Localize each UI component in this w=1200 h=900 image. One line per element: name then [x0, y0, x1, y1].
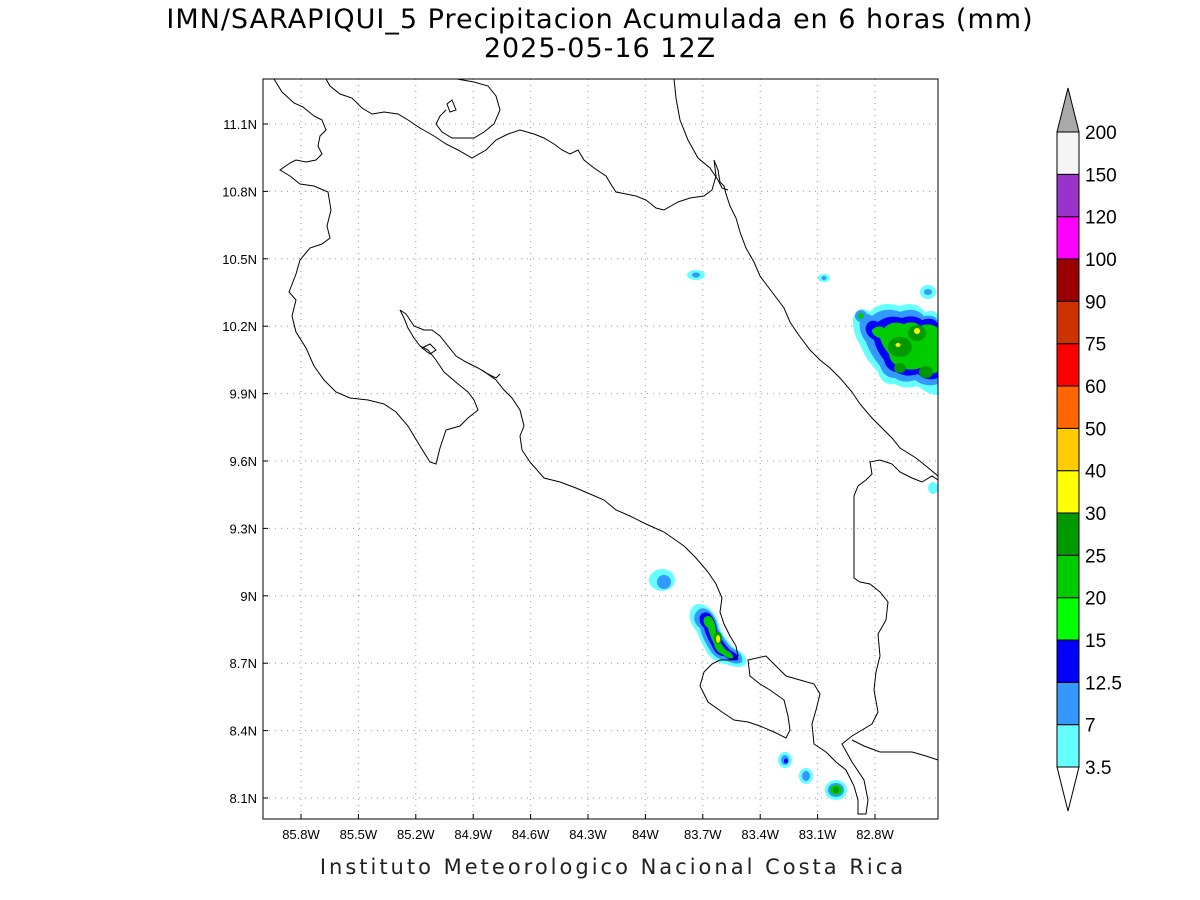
colorbar-label: 3.5 — [1085, 758, 1111, 779]
lon-tick-label: 84.9W — [454, 827, 492, 842]
colorbar-label: 75 — [1085, 335, 1106, 356]
colorbar-swatch — [1056, 597, 1080, 641]
colorbar-label: 12.5 — [1085, 673, 1122, 694]
footer-credit: Instituto Meteorologico Nacional Costa R… — [319, 855, 907, 879]
map-frame — [262, 78, 939, 820]
colorbar-swatch — [1056, 258, 1080, 302]
lon-tick-label: 83.4W — [741, 827, 779, 842]
colorbar-label: 200 — [1085, 123, 1117, 144]
lat-tick-label: 10.2N — [222, 319, 257, 334]
lon-tick-label: 85.5W — [340, 827, 378, 842]
lat-tick-label: 8.1N — [230, 791, 257, 806]
colorbar-swatch — [1056, 681, 1080, 726]
coastline — [273, 78, 939, 815]
colorbar-label: 7 — [1085, 716, 1096, 737]
colorbar-swatch — [1056, 173, 1080, 218]
map-title: IMN/SARAPIQUI_5 Precipitacion Acumulada … — [166, 4, 1034, 35]
lon-tick-label: 84.3W — [569, 827, 607, 842]
lat-tick-label: 11.1N — [223, 117, 257, 132]
lon-tick-label: 85.8W — [282, 827, 320, 842]
lon-tick-label: 85.2W — [397, 827, 435, 842]
colorbar-swatch — [1056, 470, 1080, 514]
longitude-labels: 85.8W 85.5W 85.2W 84.9W 84.6W 84.3W 84W 83.7W 83… — [282, 827, 894, 842]
colorbar-swatch — [1056, 300, 1080, 345]
map-datetime: 2025-05-16 12Z — [483, 33, 717, 64]
lon-tick-label: 83.7W — [684, 827, 722, 842]
colorbar-label: 20 — [1085, 589, 1106, 610]
colorbar-label: 60 — [1085, 377, 1106, 398]
lon-tick-label: 82.8W — [856, 827, 894, 842]
lon-tick-label: 84W — [632, 827, 659, 842]
colorbar-swatch — [1056, 554, 1080, 599]
lat-tick-label: 9.9N — [230, 387, 257, 402]
precip-cluster-southwest — [649, 569, 847, 800]
grid-lines — [263, 79, 938, 819]
lat-tick-label: 9.3N — [230, 521, 257, 536]
colorbar-label: 30 — [1085, 504, 1106, 525]
colorbar-swatch — [1056, 724, 1080, 768]
colorbar-label: 90 — [1085, 292, 1106, 313]
precip-areas — [649, 270, 938, 800]
lat-tick-label: 8.7N — [230, 656, 257, 671]
colorbar-swatch — [1056, 216, 1080, 260]
colorbar-over-arrow — [1056, 87, 1080, 133]
latitude-labels: 11.1N 10.8N 10.5N 10.2N 9.9N 9.6N 9.3N 9N 8.7N 8.… — [222, 117, 257, 806]
colorbar-label: 15 — [1085, 631, 1106, 652]
colorbar-label: 40 — [1085, 462, 1106, 483]
colorbar-swatch — [1056, 427, 1080, 472]
colorbar-label: 50 — [1085, 419, 1106, 440]
lon-tick-label: 83.1W — [799, 827, 837, 842]
lat-tick-label: 8.4N — [230, 724, 257, 739]
colorbar-label: 100 — [1085, 250, 1117, 271]
lat-tick-label: 10.8N — [222, 184, 257, 199]
colorbar-label: 120 — [1085, 208, 1117, 229]
precip-cluster-northeast — [687, 270, 938, 494]
lat-tick-label: 9N — [240, 589, 257, 604]
lat-tick-label: 9.6N — [230, 454, 257, 469]
lon-tick-label: 84.6W — [512, 827, 550, 842]
colorbar-swatch — [1056, 385, 1080, 429]
colorbar-swatch — [1056, 343, 1080, 387]
colorbar-label: 150 — [1085, 165, 1117, 186]
lat-tick-label: 10.5N — [222, 252, 257, 267]
colorbar-swatch — [1056, 131, 1080, 175]
colorbar: 3.5 7 12.5 15 20 25 30 40 50 60 75 90 100 120 150 200 — [1056, 87, 1122, 812]
colorbar-swatch — [1056, 512, 1080, 556]
colorbar-under-arrow — [1056, 766, 1080, 812]
colorbar-swatch — [1056, 639, 1080, 683]
colorbar-label: 25 — [1085, 546, 1106, 567]
